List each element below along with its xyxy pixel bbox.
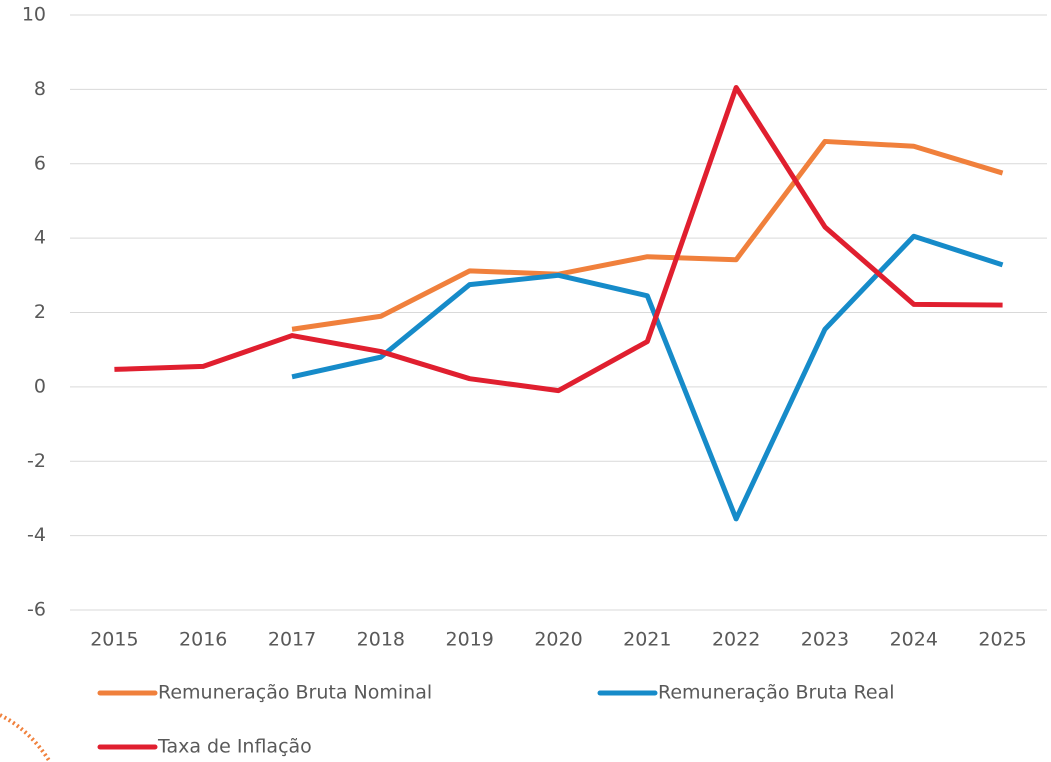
x-tick-label: 2017	[268, 629, 316, 651]
x-tick-label: 2020	[534, 629, 582, 651]
x-tick-label: 2018	[357, 629, 405, 651]
x-tick-label: 2015	[90, 629, 138, 651]
legend-label: Remuneração Bruta Nominal	[158, 682, 432, 704]
x-tick-label: 2019	[446, 629, 494, 651]
x-tick-label: 2024	[890, 629, 938, 651]
y-tick-label: 6	[34, 152, 46, 174]
legend-label: Remuneração Bruta Real	[658, 682, 895, 704]
legend-label: Taxa de Inflação	[157, 736, 312, 758]
x-tick-label: 2016	[179, 629, 227, 651]
y-tick-label: 4	[34, 227, 46, 249]
chart: -6 -4 -2 0 2 4 6 8 10 2015 2016 2017 2018 2019 2020 202…	[0, 0, 1051, 762]
x-tick-label: 2022	[712, 629, 760, 651]
series-line	[114, 88, 1002, 391]
y-tick-label: -2	[27, 450, 46, 472]
series-line	[292, 236, 1003, 519]
y-tick-label: -4	[27, 524, 46, 546]
x-tick-label: 2021	[623, 629, 671, 651]
decoration	[0, 715, 50, 762]
y-tick-label: 10	[22, 4, 46, 26]
y-tick-label: -6	[27, 599, 46, 621]
x-tick-label: 2023	[801, 629, 849, 651]
y-tick-label: 2	[34, 301, 46, 323]
y-tick-label: 8	[34, 78, 46, 100]
y-tick-label: 0	[34, 375, 46, 397]
x-tick-label: 2025	[978, 629, 1026, 651]
